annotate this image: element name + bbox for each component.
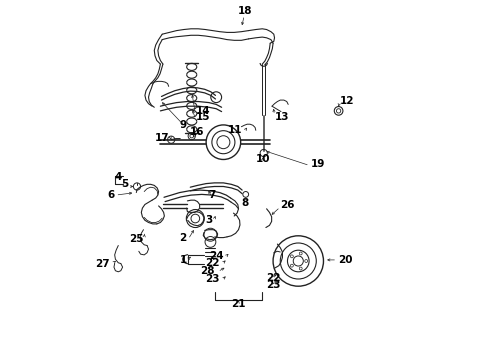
Text: 18: 18 xyxy=(238,6,252,16)
Text: 14: 14 xyxy=(196,106,210,116)
Text: 17: 17 xyxy=(155,132,170,143)
Text: 5: 5 xyxy=(121,179,128,189)
Text: 13: 13 xyxy=(274,112,289,122)
Text: 3: 3 xyxy=(205,215,213,225)
Text: 15: 15 xyxy=(196,112,210,122)
Text: 4: 4 xyxy=(115,172,122,182)
Text: 7: 7 xyxy=(208,190,216,200)
Text: 28: 28 xyxy=(200,266,215,276)
Text: 26: 26 xyxy=(280,200,295,210)
Text: 1: 1 xyxy=(179,255,187,265)
Text: 23: 23 xyxy=(205,274,220,284)
Text: 8: 8 xyxy=(242,198,248,208)
Text: 25: 25 xyxy=(129,234,144,244)
Text: 20: 20 xyxy=(338,255,352,265)
Text: 27: 27 xyxy=(96,259,110,269)
Text: 9: 9 xyxy=(179,120,187,130)
Text: 22: 22 xyxy=(266,273,280,283)
Text: 19: 19 xyxy=(311,159,325,169)
Text: 6: 6 xyxy=(107,190,115,200)
Text: 22: 22 xyxy=(205,258,220,268)
Text: 2: 2 xyxy=(179,233,187,243)
Text: 24: 24 xyxy=(209,251,223,261)
Text: 23: 23 xyxy=(266,280,280,290)
Text: 12: 12 xyxy=(339,96,354,106)
Text: 10: 10 xyxy=(256,154,270,164)
Text: 21: 21 xyxy=(231,299,246,309)
Text: 11: 11 xyxy=(228,125,242,135)
Text: 16: 16 xyxy=(190,127,205,138)
